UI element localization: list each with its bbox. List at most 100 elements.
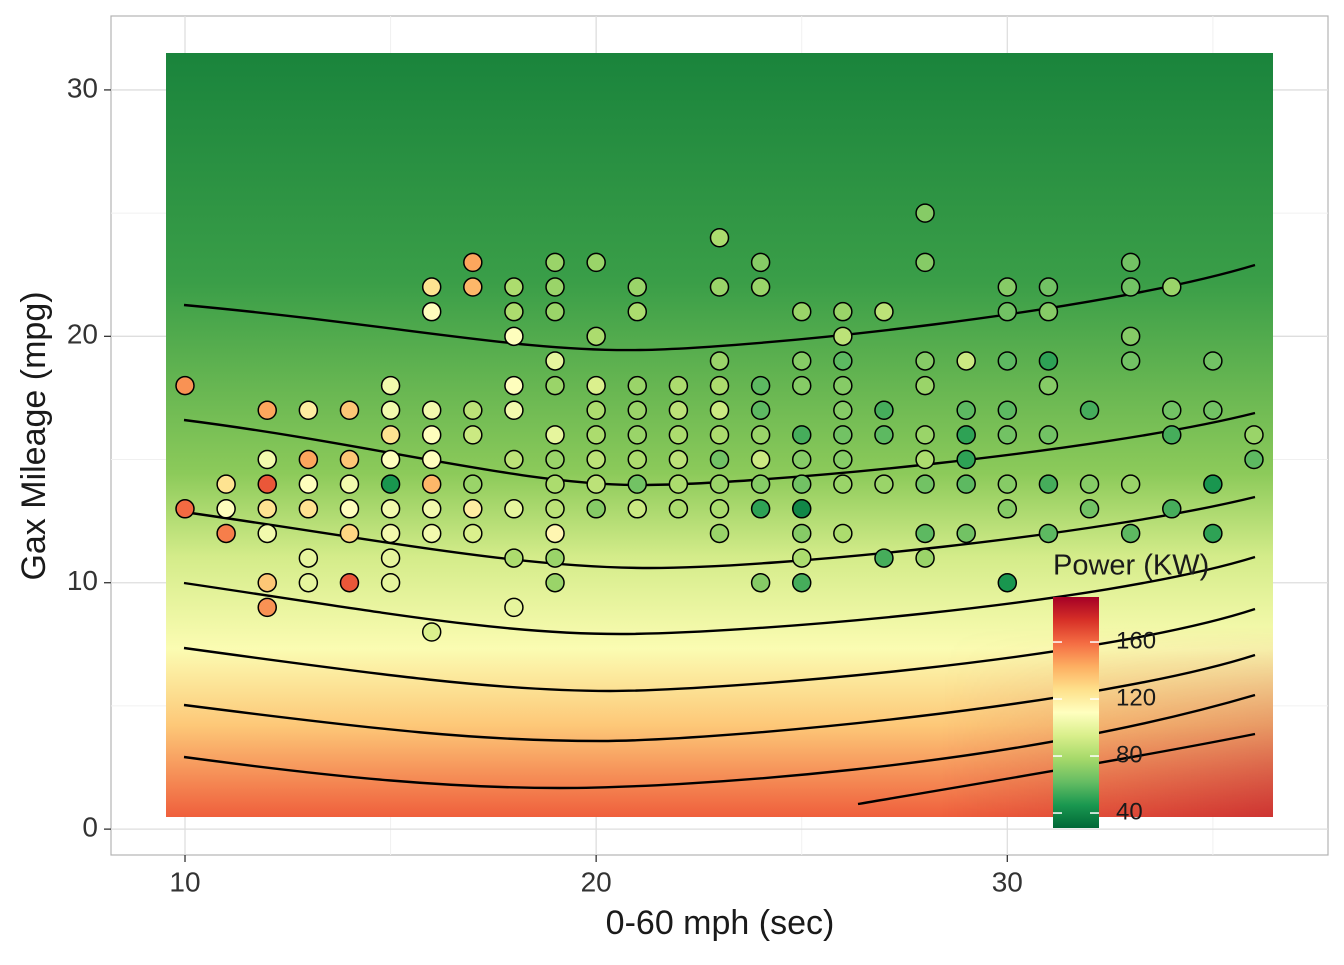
point	[380, 474, 401, 494]
point	[380, 572, 401, 593]
point	[750, 572, 771, 593]
x-tick-label: 10	[169, 866, 200, 897]
point	[1244, 425, 1264, 445]
point	[874, 474, 894, 494]
point	[997, 474, 1018, 494]
point	[1203, 474, 1223, 494]
contour	[183, 263, 1256, 352]
point	[874, 548, 894, 568]
y-axis-title: Gax Mileage (mpg)	[15, 291, 53, 580]
point	[216, 474, 236, 494]
point	[874, 425, 894, 445]
point	[463, 400, 483, 420]
point	[956, 523, 976, 544]
y-tick-label: 30	[67, 72, 98, 103]
point	[833, 474, 853, 494]
point	[257, 474, 277, 494]
legend-title: Power (KW)	[1053, 550, 1209, 582]
point	[504, 597, 524, 618]
y-tick-label: 10	[67, 565, 98, 596]
point	[298, 499, 319, 519]
point	[956, 425, 976, 445]
point	[545, 548, 565, 568]
x-tick-label: 30	[992, 866, 1023, 897]
point	[791, 499, 812, 519]
point	[545, 523, 565, 544]
point	[791, 523, 812, 544]
point	[997, 499, 1018, 519]
point	[668, 425, 689, 445]
point	[915, 351, 935, 371]
point	[1120, 252, 1141, 273]
point	[504, 548, 524, 568]
point	[586, 425, 606, 445]
point	[1120, 277, 1141, 297]
point	[1162, 425, 1182, 445]
x-tick-label: 20	[581, 866, 612, 897]
point	[1162, 277, 1182, 297]
point	[586, 474, 606, 494]
point	[380, 425, 401, 445]
point	[750, 375, 771, 396]
point	[257, 597, 277, 618]
point	[504, 449, 524, 470]
colorbar-label: 80	[1116, 741, 1143, 768]
point	[1203, 523, 1223, 544]
point	[915, 474, 935, 494]
point	[668, 400, 689, 420]
point	[545, 277, 565, 297]
point	[339, 572, 360, 593]
point	[915, 548, 935, 568]
point	[915, 523, 935, 544]
point	[627, 400, 648, 420]
point	[709, 523, 730, 544]
point	[1120, 474, 1141, 494]
point	[380, 375, 401, 396]
point	[709, 425, 730, 445]
point	[709, 351, 730, 371]
point	[216, 499, 236, 519]
point	[833, 375, 853, 396]
point	[997, 400, 1018, 420]
point	[175, 375, 195, 396]
point	[915, 203, 935, 223]
point	[504, 301, 524, 322]
point	[421, 499, 442, 519]
point	[791, 425, 812, 445]
point	[997, 572, 1018, 593]
point	[915, 375, 935, 396]
point	[956, 449, 976, 470]
point	[586, 326, 606, 347]
colorbar	[1053, 597, 1099, 828]
point	[298, 449, 319, 470]
legend: 40 80 120 160	[1053, 597, 1156, 828]
y-tick-label: 20	[67, 319, 98, 350]
point	[997, 301, 1018, 322]
point	[298, 572, 319, 593]
point	[668, 474, 689, 494]
point	[339, 400, 360, 420]
point	[586, 252, 606, 273]
point	[339, 449, 360, 470]
point	[1162, 400, 1182, 420]
point	[1038, 523, 1059, 544]
point	[545, 351, 565, 371]
point	[339, 499, 360, 519]
point	[257, 499, 277, 519]
contour	[183, 693, 1256, 790]
point	[627, 277, 648, 297]
point	[380, 548, 401, 568]
point	[833, 425, 853, 445]
point	[504, 375, 524, 396]
point	[791, 572, 812, 593]
point	[833, 326, 853, 347]
point	[504, 277, 524, 297]
x-axis-title: 0-60 mph (sec)	[606, 904, 835, 942]
point	[586, 400, 606, 420]
colorbar-label: 160	[1116, 627, 1156, 654]
point	[545, 425, 565, 445]
point	[627, 425, 648, 445]
point	[586, 375, 606, 396]
point	[791, 351, 812, 371]
point	[750, 449, 771, 470]
